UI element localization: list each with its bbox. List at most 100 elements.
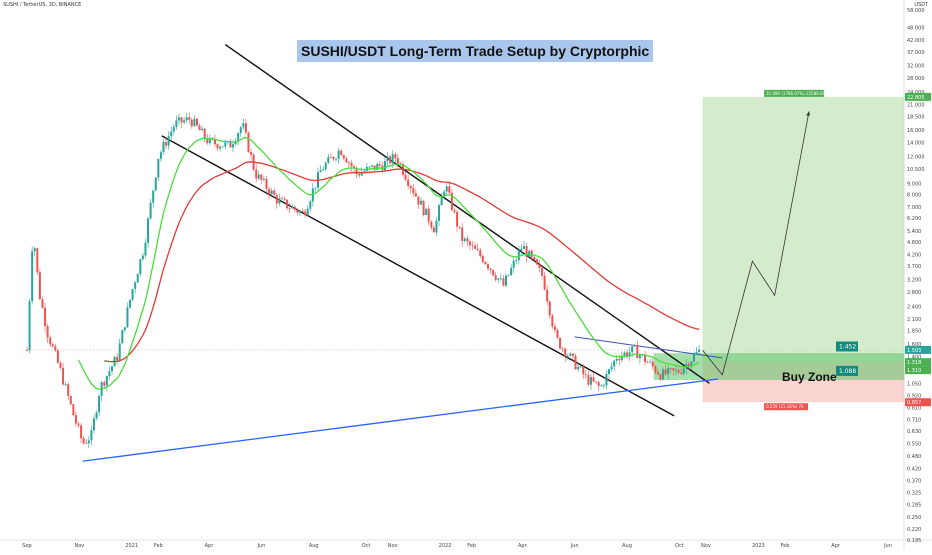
candle-body — [440, 196, 443, 206]
candle-body — [327, 156, 330, 164]
candle-body — [546, 289, 549, 302]
candle-body — [82, 438, 85, 444]
y-tick-label: 0.285 — [907, 503, 921, 509]
y-tick-label: 32.000 — [907, 63, 925, 69]
currency-label: USDT — [914, 2, 928, 8]
candle-body — [672, 368, 675, 371]
y-tick-label: 21.000 — [907, 103, 925, 109]
candle-body — [118, 343, 121, 361]
candle-body — [690, 361, 693, 368]
x-tick-label: Nov — [388, 543, 398, 549]
stop-box-label: 0.259 (21.16%) 70 — [766, 404, 804, 409]
buy-zone-bottom-tag-bg — [836, 365, 858, 376]
candle-body — [190, 119, 193, 127]
candle-body — [512, 260, 515, 268]
candle-body — [201, 128, 204, 131]
channel-upper-line — [224, 44, 710, 384]
candle-body — [674, 369, 677, 371]
candle-body — [669, 368, 672, 369]
candle-body — [126, 307, 129, 328]
candle-body — [360, 172, 363, 176]
candle-body — [198, 125, 201, 131]
current-price-tag: 1.503 — [907, 348, 921, 354]
candle-body — [427, 208, 430, 222]
buy-zone-box — [653, 353, 905, 381]
ma-slow-line — [104, 161, 700, 363]
candle-body — [332, 157, 335, 160]
y-tick-label: 1.850 — [907, 329, 921, 335]
candle-body — [342, 155, 345, 159]
candle-body — [533, 256, 536, 260]
target-price-tag: 22.805 — [907, 95, 925, 101]
y-tick-label: 0.630 — [907, 429, 921, 435]
candle-body — [391, 154, 394, 164]
candle-body — [293, 206, 296, 210]
y-tick-label: 7.000 — [907, 205, 921, 211]
candle-body — [296, 209, 299, 213]
candle-body — [242, 123, 245, 128]
candle-body — [324, 163, 327, 170]
candle-body — [443, 191, 446, 197]
candle-body — [363, 170, 366, 173]
x-tick-label: 2023 — [752, 543, 765, 549]
candle-body — [247, 132, 250, 152]
candle-body — [67, 384, 70, 397]
candle-body — [208, 137, 211, 144]
x-tick-label: Aug — [622, 543, 632, 549]
candle-body — [337, 150, 340, 159]
buy-zone-top-tag-bg — [836, 341, 858, 352]
candle-body — [404, 174, 407, 180]
y-tick-label: 0.810 — [907, 405, 921, 411]
candle-body — [31, 251, 34, 302]
candle-body — [504, 275, 507, 286]
candle-body — [108, 371, 111, 377]
candle-body — [605, 374, 608, 386]
candle-body — [435, 220, 438, 233]
candle-body — [250, 151, 253, 155]
buy-zone-top-tag: 1.452 — [839, 343, 856, 350]
x-tick-label: Nov — [74, 543, 84, 549]
candle-body — [110, 366, 113, 372]
candle-body — [677, 369, 680, 373]
y-tick-label: 18.500 — [907, 114, 925, 120]
buy-zone-label: Buy Zone — [782, 370, 837, 384]
candle-body — [291, 206, 294, 209]
y-tick-label: 4.200 — [907, 252, 921, 258]
candle-body — [74, 415, 77, 424]
candle-body — [571, 353, 574, 356]
candle-body — [628, 352, 631, 357]
candle-body — [206, 138, 209, 144]
candle-body — [136, 274, 139, 283]
candle-body — [638, 355, 641, 359]
y-tick-label: 4.800 — [907, 240, 921, 246]
candle-body — [456, 211, 459, 227]
candle-body — [54, 346, 57, 351]
candle-body — [329, 156, 332, 158]
candle-body — [595, 381, 598, 383]
candle-body — [636, 344, 639, 359]
candle-body — [530, 250, 533, 257]
candle-body — [376, 164, 379, 170]
y-tick-label: 0.250 — [907, 515, 921, 521]
y-tick-label: 16.000 — [907, 128, 925, 134]
candle-body — [497, 278, 500, 280]
candle-body — [309, 201, 312, 209]
candle-body — [304, 211, 307, 216]
candle-body — [26, 350, 28, 351]
candle-body — [420, 200, 423, 205]
candle-body — [95, 412, 98, 419]
x-tick-label: Jun — [883, 543, 892, 549]
candle-body — [355, 167, 358, 174]
candle-body — [610, 366, 613, 370]
candle-body — [72, 404, 75, 416]
candle-body — [507, 274, 510, 276]
candle-body — [350, 163, 353, 167]
candle-body — [105, 376, 108, 386]
mid-a-price-tag-bg — [905, 358, 931, 367]
target-zone — [702, 96, 905, 363]
candle-body — [172, 126, 175, 132]
y-tick-label: 0.420 — [907, 467, 921, 473]
candle-body — [255, 169, 258, 179]
candle-body — [486, 264, 489, 269]
